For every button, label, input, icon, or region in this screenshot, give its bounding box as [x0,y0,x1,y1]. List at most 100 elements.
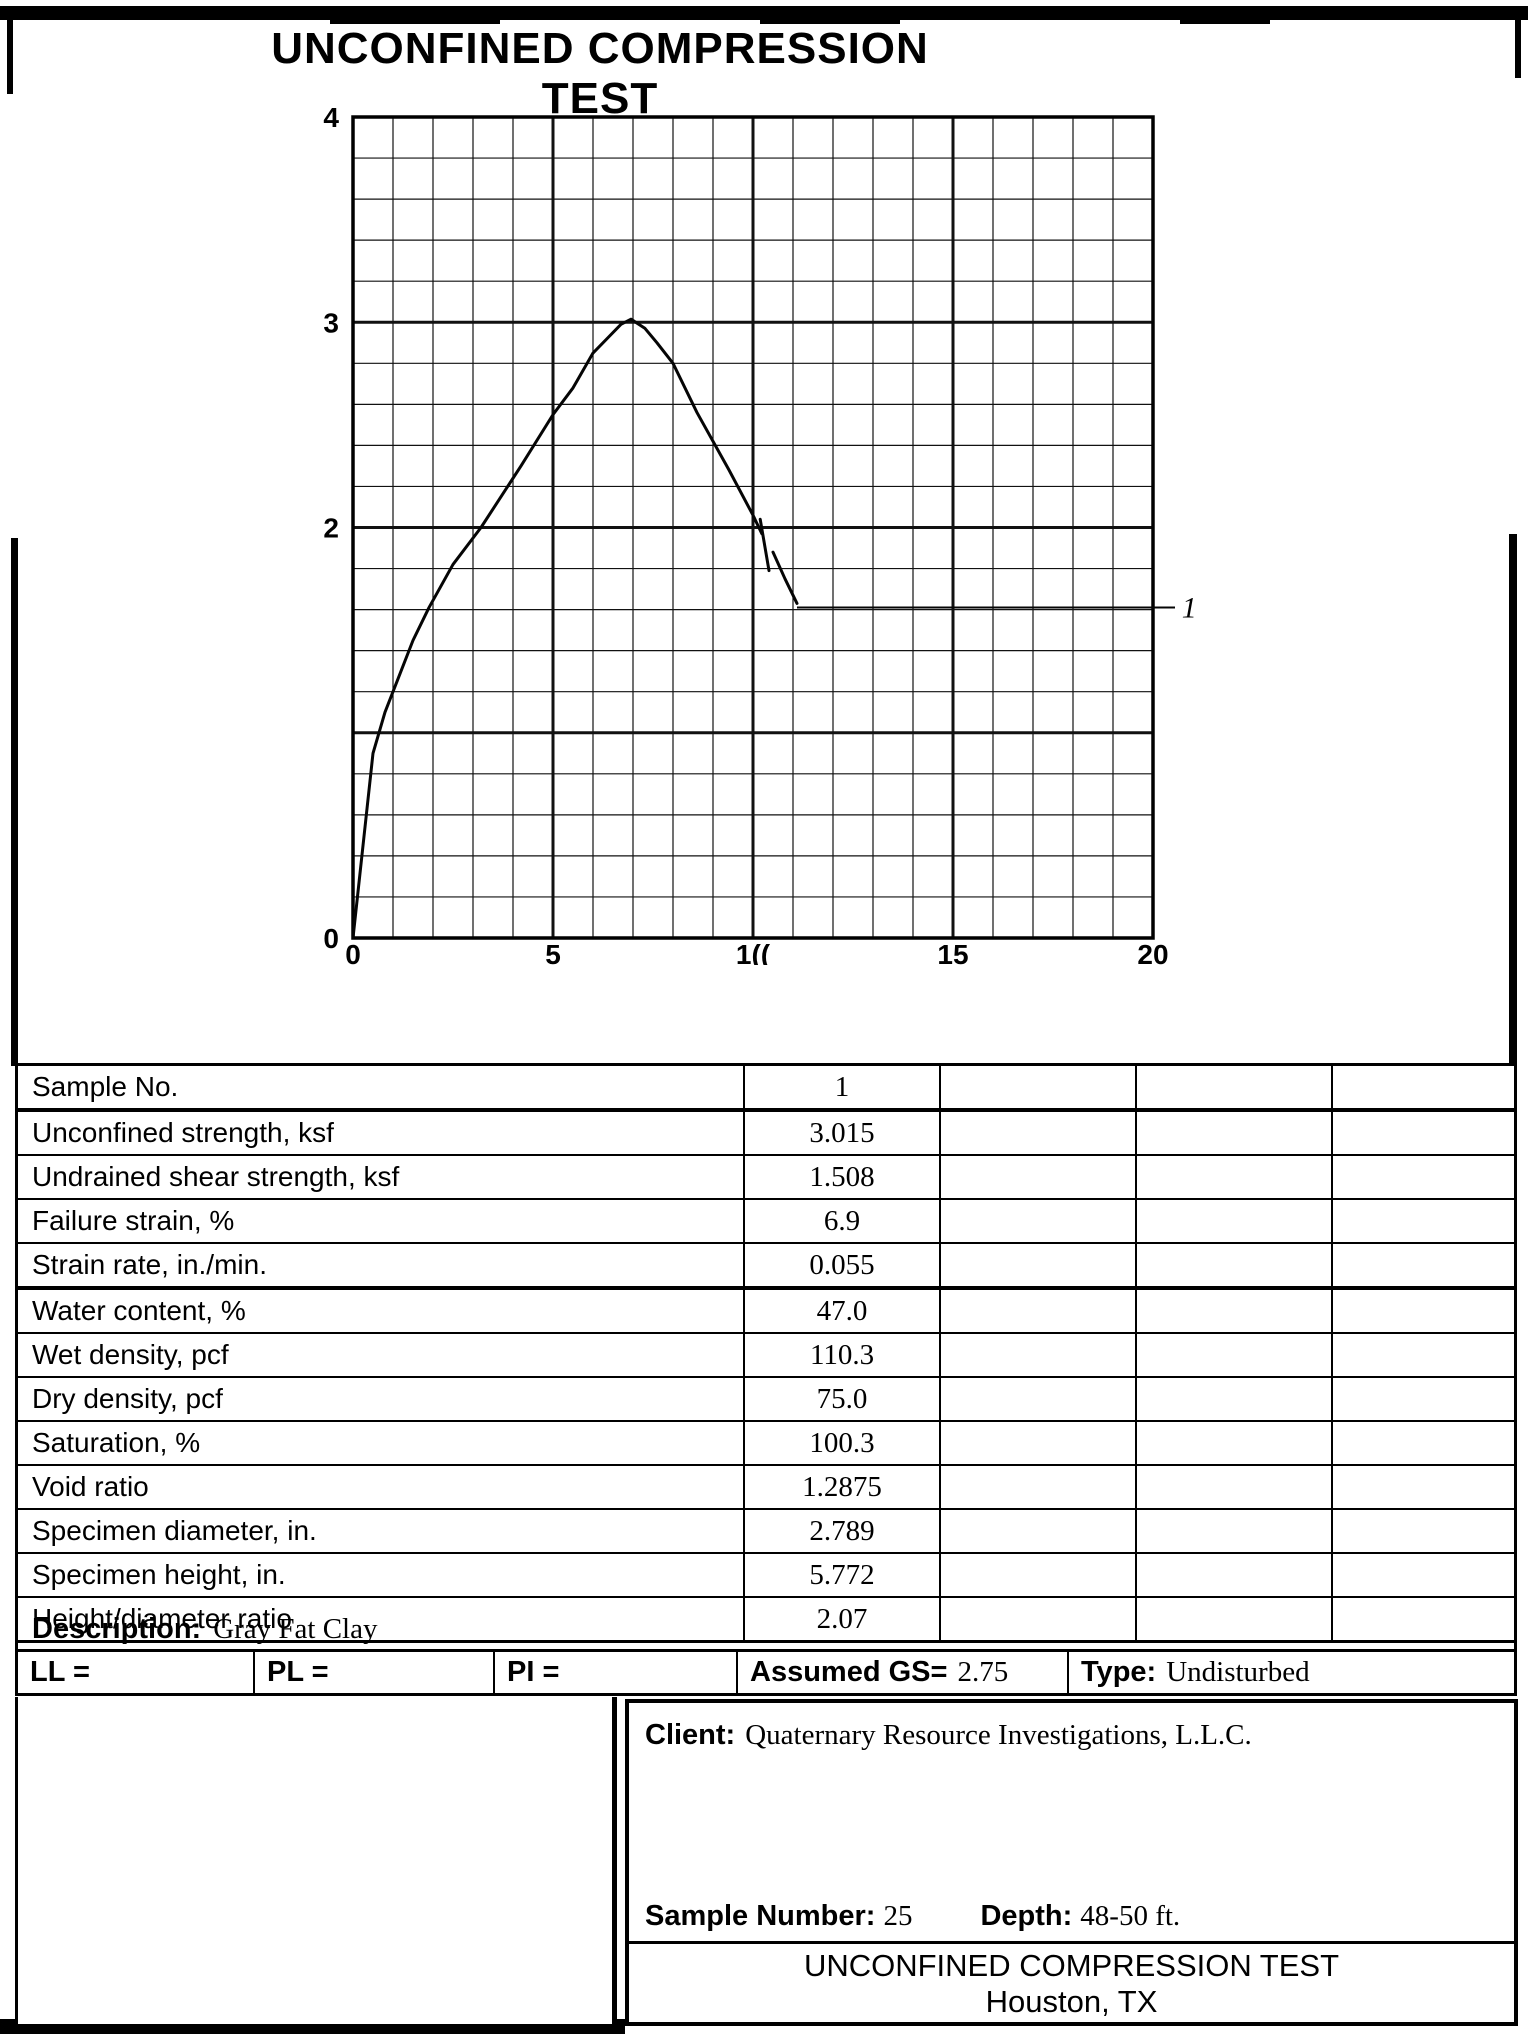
row-value [1137,1112,1333,1154]
row-value [941,1378,1137,1420]
table-row: Sample No. 1 [18,1066,1514,1112]
top-border-fragment [760,20,900,24]
client-upper-section: Client: Quaternary Resource Investigation… [629,1703,1514,1941]
type-value: Undisturbed [1166,1656,1310,1688]
assumed-gs-cell: Assumed GS= 2.75 [738,1652,1069,1693]
row-value [1333,1290,1514,1332]
row-label: Failure strain, % [18,1200,746,1242]
row-value: 47.0 [745,1290,942,1332]
row-value [1333,1334,1514,1376]
top-border-bar [0,6,1528,20]
top-border-fragment [1180,19,1270,24]
footer-divider [612,1697,617,2027]
row-value [1137,1554,1333,1596]
row-value: 5.772 [745,1554,942,1596]
row-label: Strain rate, in./min. [18,1244,746,1286]
type-cell: Type: Undisturbed [1069,1652,1514,1693]
row-value [941,1510,1137,1552]
row-value [941,1422,1137,1464]
row-value [1137,1290,1333,1332]
row-value [1333,1200,1514,1242]
row-label: Water content, % [18,1290,746,1332]
row-value: 2.07 [745,1598,942,1640]
row-value [1333,1066,1514,1108]
row-value [941,1466,1137,1508]
table-row: Undrained shear strength, ksf 1.508 [18,1156,1514,1200]
row-value [1137,1598,1333,1640]
report-title: UNCONFINED COMPRESSION TEST [271,24,929,123]
sample-depth-line: Sample Number: 25 Depth: 48-50 ft. [645,1900,1180,1933]
table-row: Water content, % 47.0 [18,1290,1514,1334]
row-value: 3.015 [745,1112,942,1154]
client-line: Client: Quaternary Resource Investigation… [645,1719,1252,1752]
table-row: Specimen height, in. 5.772 [18,1554,1514,1598]
row-value [941,1066,1137,1108]
pi-cell: PI = [495,1652,738,1693]
limits-row: LL = PL = PI = Assumed GS= 2.75 Type: Un… [15,1652,1517,1696]
row-value: 6.9 [745,1200,942,1242]
row-value [941,1554,1137,1596]
depth-group: Depth: 48-50 ft. [980,1900,1180,1932]
row-value: 1 [745,1066,942,1108]
row-value [1333,1112,1514,1154]
row-value: 2.789 [745,1510,942,1552]
row-label: Saturation, % [18,1422,746,1464]
sample-number-label: Sample Number: [645,1900,876,1932]
table-row: Saturation, % 100.3 [18,1422,1514,1466]
pl-cell: PL = [255,1652,495,1693]
row-label: Void ratio [18,1466,746,1508]
row-label: Undrained shear strength, ksf [18,1156,746,1198]
right-border-mid-bar [1509,534,1517,1066]
row-value [1137,1334,1333,1376]
top-border-fragment [330,20,500,24]
y-axis-tick-label: 0 [323,923,339,954]
row-value [941,1598,1137,1640]
row-value [1137,1200,1333,1242]
row-value [1333,1378,1514,1420]
row-value [1137,1066,1333,1108]
stress-strain-curve [351,317,764,940]
row-label: Sample No. [18,1066,746,1108]
row-value: 100.3 [745,1422,942,1464]
right-border-top-bar [1515,8,1521,78]
row-value: 0.055 [745,1244,942,1286]
client-label: Client: [645,1719,736,1751]
pi-label: PI = [507,1656,560,1688]
row-label: Unconfined strength, ksf [18,1112,746,1154]
stress-strain-chart: 4 3 2 0 0 5 1((15 20 1 [250,85,1210,970]
row-label: Wet density, pcf [18,1334,746,1376]
row-value [941,1200,1137,1242]
row-label: Dry density, pcf [18,1378,746,1420]
row-value [1333,1156,1514,1198]
y-axis-tick-label: 3 [323,307,339,338]
results-table: Sample No. 1 Unconfined strength, ksf 3.015… [15,1063,1517,1643]
row-value [941,1334,1137,1376]
client-info-box: Client: Quaternary Resource Investigation… [625,1699,1518,2026]
depth-label: Depth: [980,1900,1073,1932]
y-axis-tick-label: 2 [323,513,339,544]
curve-number-label: 1 [1182,592,1197,625]
table-row: Height/diameter ratio 2.07 [18,1598,1514,1640]
footer-empty-panel [15,1697,612,2024]
row-value [941,1112,1137,1154]
ll-label: LL = [30,1656,90,1688]
row-value [1333,1244,1514,1286]
client-value: Quaternary Resource Investigations, L.L.… [745,1719,1252,1751]
y-axis-tick-label: 4 [323,102,339,133]
row-value [941,1156,1137,1198]
ll-cell: LL = [18,1652,255,1693]
row-value [1333,1422,1514,1464]
row-value [1137,1466,1333,1508]
x-axis-tick-label: 5 [545,939,561,965]
row-value [1137,1156,1333,1198]
row-value [1137,1244,1333,1286]
row-value [1137,1510,1333,1552]
footer-test-title: UNCONFINED COMPRESSION TEST [803,1948,1340,1983]
assumed-gs-value: 2.75 [957,1656,1009,1688]
table-row: Wet density, pcf 110.3 [18,1334,1514,1378]
table-row: Dry density, pcf 75.0 [18,1378,1514,1422]
x-axis-tick-label: 15 [937,939,968,965]
table-row: Specimen diameter, in. 2.789 [18,1510,1514,1554]
